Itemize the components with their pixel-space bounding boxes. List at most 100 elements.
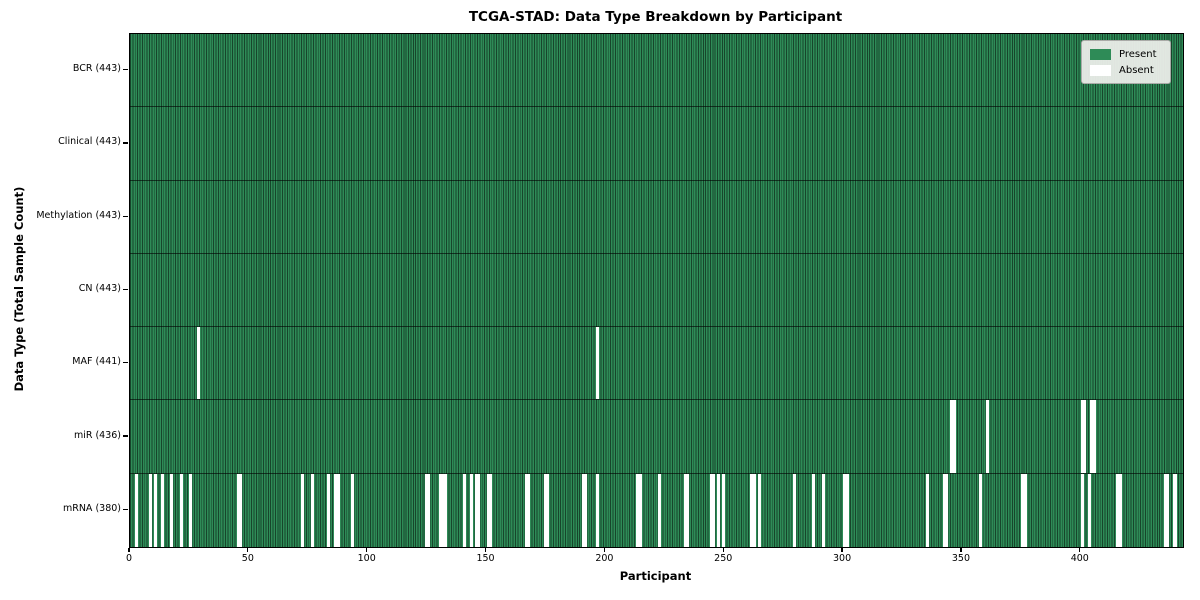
absent-stripe [160,473,164,547]
absent-stripe [978,473,982,547]
x-tick-label: 100 [357,553,376,564]
absent-stripe [189,473,193,547]
heatmap-row-methylation [130,181,1183,254]
x-tick-label: 50 [241,553,254,564]
absent-stripe [179,473,183,547]
y-tick-label: Clinical (443) [58,136,121,148]
y-tick-mark [123,508,128,510]
legend-label-present: Present [1119,48,1157,60]
absent-stripe [469,473,473,547]
absent-stripe [843,473,849,547]
absent-stripe [1080,473,1084,547]
x-tick-label: 0 [125,553,133,564]
legend-swatch-present [1090,48,1111,60]
absent-stripe [1021,473,1027,547]
x-tick-mark [841,547,843,552]
absent-stripe [1163,473,1170,547]
legend-swatch-absent [1090,64,1111,76]
x-tick-mark [1079,547,1081,552]
absent-stripe [595,473,599,547]
absent-stripe [926,473,930,547]
absent-stripe [134,473,138,547]
x-tick-mark [722,547,724,552]
x-tick-label: 250 [714,553,733,564]
absent-stripe [474,473,481,547]
absent-stripe [821,473,825,547]
absent-stripe [462,473,466,547]
heatmap-row-clinical [130,107,1183,181]
heatmap-row-mrna [130,473,1183,547]
absent-stripe [1090,400,1096,473]
absent-stripe [717,473,721,547]
x-tick-mark [603,547,605,552]
absent-stripe [942,473,949,547]
absent-stripe [683,473,690,547]
y-tick-label: miR (436) [73,429,121,441]
absent-stripe [1087,473,1091,547]
absent-stripe [709,473,716,547]
x-tick-label: 150 [476,553,495,564]
absent-stripe [1173,473,1177,547]
absent-stripe [170,473,174,547]
y-tick-label: Methylation (443) [36,209,121,221]
legend-label-absent: Absent [1119,64,1154,76]
absent-stripe [524,473,531,547]
absent-stripe [439,473,447,547]
x-tick-label: 200 [595,553,614,564]
legend: Present Absent [1081,40,1171,84]
absent-stripe [636,473,642,547]
plot-area [129,33,1184,548]
heatmap-row-mir [130,400,1183,474]
x-tick-mark [960,547,962,552]
absent-stripe [149,473,153,547]
absent-stripe [657,473,661,547]
absent-stripe [301,473,305,547]
absent-stripe [812,473,816,547]
x-tick-mark [128,547,130,552]
x-tick-mark [247,547,249,552]
absent-stripe [581,473,588,547]
absent-stripe [543,473,550,547]
absent-stripe [750,473,756,547]
y-tick-mark [123,142,128,144]
chart-title: TCGA-STAD: Data Type Breakdown by Partic… [468,9,843,25]
y-tick-label: MAF (441) [72,356,121,368]
absent-stripe [757,473,761,547]
absent-stripe [950,400,956,473]
absent-stripe [1116,473,1122,547]
absent-stripe [153,473,157,547]
y-tick-mark [123,69,128,71]
absent-stripe [486,473,492,547]
absent-stripe [351,473,355,547]
absent-stripe [1080,400,1087,473]
y-tick-mark [123,288,128,291]
heatmap-row-bcr [130,34,1183,108]
y-tick-mark [123,435,128,437]
absent-stripe [327,473,331,547]
heatmap-row-cn [130,254,1183,328]
y-tick-mark [123,215,128,217]
x-tick-label: 300 [833,553,852,564]
absent-stripe [985,400,989,473]
y-tick-label: CN (443) [78,283,121,294]
absent-stripe [793,473,797,547]
absent-stripe [721,473,725,547]
absent-stripe [236,473,243,547]
x-tick-label: 400 [1070,553,1089,564]
y-tick-mark [123,362,128,364]
legend-item-present: Present [1090,46,1162,62]
absent-stripe [310,473,314,547]
absent-stripe [424,473,431,547]
x-tick-mark [366,547,368,552]
y-tick-label: BCR (443) [72,63,121,75]
absent-stripe [196,327,200,400]
legend-item-absent: Absent [1090,62,1162,78]
y-tick-label: mRNA (380) [62,502,121,514]
x-axis-label: Participant [619,569,692,583]
absent-stripe [595,327,599,400]
heatmap-row-maf [130,327,1183,401]
x-tick-label: 350 [951,553,970,564]
x-tick-mark [484,547,487,552]
absent-stripe [334,473,340,547]
